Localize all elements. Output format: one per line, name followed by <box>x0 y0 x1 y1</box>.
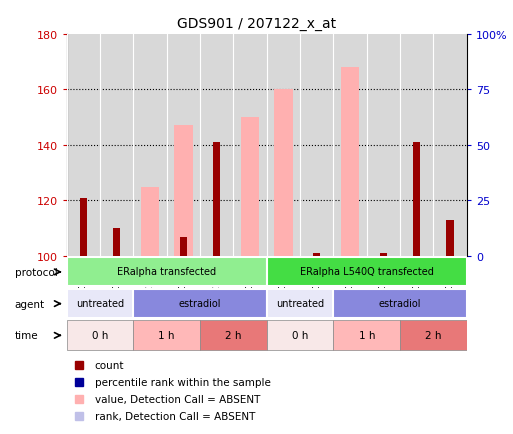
Bar <box>380 253 387 256</box>
Text: value, Detection Call = ABSENT: value, Detection Call = ABSENT <box>95 395 260 404</box>
Bar <box>113 229 121 256</box>
Text: ERalpha transfected: ERalpha transfected <box>117 266 216 276</box>
Text: ERalpha L540Q transfected: ERalpha L540Q transfected <box>300 266 433 276</box>
Text: percentile rank within the sample: percentile rank within the sample <box>95 378 270 388</box>
Text: 1 h: 1 h <box>359 330 375 340</box>
Bar <box>180 237 187 256</box>
Bar <box>80 198 87 256</box>
Bar <box>213 143 221 256</box>
Text: count: count <box>95 360 124 370</box>
Bar <box>241 118 259 256</box>
Bar <box>313 253 321 256</box>
Bar <box>400 321 467 350</box>
Text: estradiol: estradiol <box>379 298 421 308</box>
Text: estradiol: estradiol <box>179 298 221 308</box>
Text: 2 h: 2 h <box>425 330 442 340</box>
Bar <box>413 143 421 256</box>
Bar <box>333 321 400 350</box>
Bar <box>67 321 133 350</box>
Bar <box>133 289 267 318</box>
Bar <box>274 90 292 256</box>
Bar <box>341 68 359 256</box>
Text: untreated: untreated <box>276 298 324 308</box>
Bar <box>174 126 192 256</box>
Text: protocol: protocol <box>15 267 57 277</box>
Text: rank, Detection Call = ABSENT: rank, Detection Call = ABSENT <box>95 411 255 421</box>
Text: GDS901 / 207122_x_at: GDS901 / 207122_x_at <box>177 17 336 31</box>
Bar <box>333 289 467 318</box>
Bar <box>267 257 467 286</box>
Text: time: time <box>15 331 38 341</box>
Text: agent: agent <box>15 299 45 309</box>
Bar <box>267 289 333 318</box>
Bar <box>200 321 267 350</box>
Bar <box>133 321 200 350</box>
Bar <box>267 321 333 350</box>
Bar <box>141 187 159 256</box>
Text: 0 h: 0 h <box>292 330 308 340</box>
Bar <box>67 289 133 318</box>
Text: 1 h: 1 h <box>159 330 175 340</box>
Text: 2 h: 2 h <box>225 330 242 340</box>
Bar <box>446 220 454 256</box>
Text: 0 h: 0 h <box>92 330 108 340</box>
Text: untreated: untreated <box>76 298 124 308</box>
Bar <box>67 257 267 286</box>
